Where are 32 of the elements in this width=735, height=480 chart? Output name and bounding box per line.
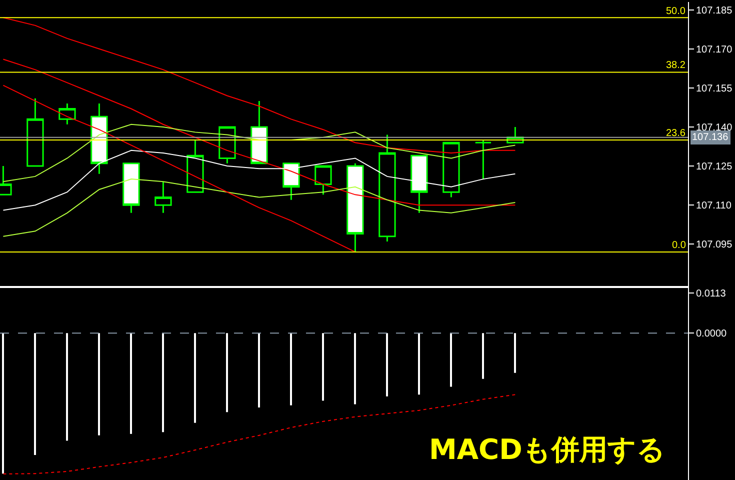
candlestick xyxy=(122,162,140,214)
annotation: 0.0 xyxy=(672,240,686,251)
candlestick xyxy=(58,102,76,126)
ref-line-label: 107.136 xyxy=(692,132,729,143)
line-series xyxy=(2,84,356,252)
candlestick xyxy=(346,162,364,253)
line-series xyxy=(2,178,516,237)
candlestick xyxy=(26,98,44,167)
annotation: MACDも併用する xyxy=(429,433,666,466)
y-tick-label: 107.125 xyxy=(696,162,733,173)
line-series xyxy=(2,124,516,182)
y-tick-label: 107.155 xyxy=(696,83,733,94)
y-tick-label: 107.110 xyxy=(696,200,732,212)
line-series xyxy=(2,58,516,206)
candlestick xyxy=(474,139,492,180)
candlestick xyxy=(314,165,332,196)
annotation: 23.6 xyxy=(666,128,686,139)
annotation: 50.0 xyxy=(666,6,686,17)
candlestick xyxy=(186,139,204,193)
y-tick-label: 107.140 xyxy=(696,122,733,134)
y-tick-label: 0.0113 xyxy=(696,288,726,300)
candlestick xyxy=(442,142,460,198)
candlestick xyxy=(378,134,396,242)
candlestick xyxy=(154,180,172,214)
candlestick xyxy=(282,162,300,201)
candlestick xyxy=(250,100,268,164)
line-series xyxy=(2,17,516,154)
annotation: 38.2 xyxy=(666,60,686,71)
y-tick-label: 0.0000 xyxy=(696,328,728,340)
y-tick-label: 107.170 xyxy=(696,44,733,56)
y-tick-label: 107.185 xyxy=(696,5,733,16)
y-tick-label: 107.095 xyxy=(696,240,733,251)
